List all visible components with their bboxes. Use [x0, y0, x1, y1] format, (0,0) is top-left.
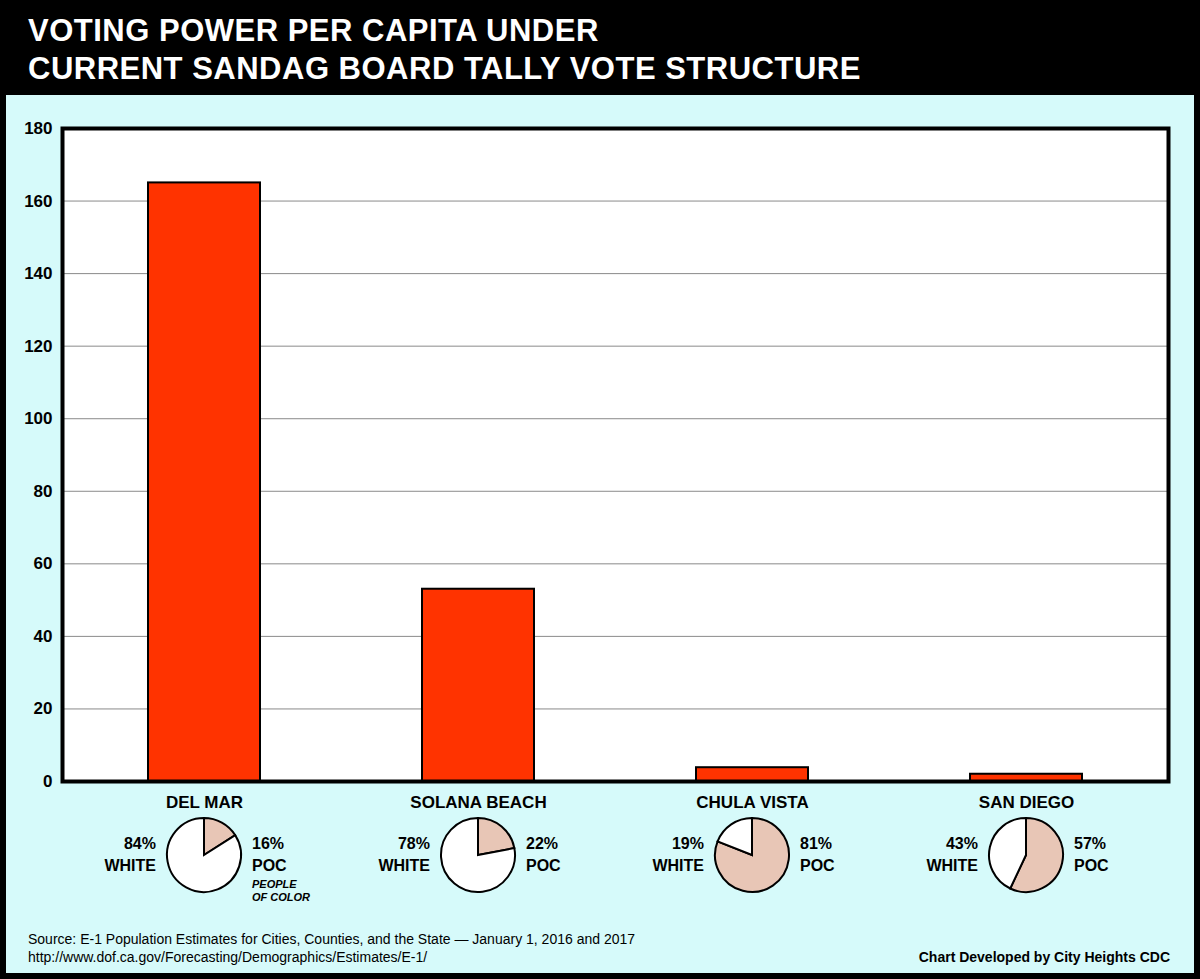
svg-text:84%: 84%	[124, 835, 156, 852]
svg-text:OF COLOR: OF COLOR	[252, 891, 310, 903]
svg-text:140: 140	[24, 264, 52, 283]
svg-text:CHULA VISTA: CHULA VISTA	[696, 793, 808, 812]
svg-text:20: 20	[34, 699, 53, 718]
svg-text:SOLANA BEACH: SOLANA BEACH	[410, 793, 546, 812]
svg-text:78%: 78%	[398, 835, 430, 852]
svg-text:WHITE: WHITE	[652, 857, 704, 874]
html-text:Chart Developed by City Height: Chart Developed by City Heights CDC	[918, 949, 1170, 965]
svg-text:100: 100	[24, 409, 52, 428]
svg-text:POC: POC	[252, 857, 287, 874]
svg-text:POC: POC	[526, 857, 561, 874]
html-text:VOTING POWER PER CAPITA UNDER: VOTING POWER PER CAPITA UNDER	[28, 13, 599, 48]
svg-text:40: 40	[34, 627, 53, 646]
svg-text:80: 80	[34, 482, 53, 501]
svg-text:81%: 81%	[800, 835, 832, 852]
html-text:CURRENT SANDAG BOARD TALLY VOT: CURRENT SANDAG BOARD TALLY VOTE STRUCTUR…	[28, 51, 861, 86]
svg-text:160: 160	[24, 191, 52, 210]
svg-text:60: 60	[34, 554, 53, 573]
svg-text:POC: POC	[800, 857, 835, 874]
svg-text:SAN DIEGO: SAN DIEGO	[979, 793, 1074, 812]
svg-text:0: 0	[43, 772, 52, 791]
html-text:http://www.dof.ca.gov/Forecast: http://www.dof.ca.gov/Forecasting/Demogr…	[28, 949, 428, 965]
svg-text:POC: POC	[1074, 857, 1109, 874]
svg-text:WHITE: WHITE	[926, 857, 978, 874]
svg-text:PEOPLE: PEOPLE	[252, 878, 297, 890]
svg-text:19%: 19%	[672, 835, 704, 852]
svg-text:22%: 22%	[526, 835, 558, 852]
svg-text:16%: 16%	[252, 835, 284, 852]
svg-text:WHITE: WHITE	[378, 857, 430, 874]
svg-text:43%: 43%	[946, 835, 978, 852]
svg-text:180: 180	[24, 119, 52, 138]
svg-text:57%: 57%	[1074, 835, 1106, 852]
svg-text:120: 120	[24, 337, 52, 356]
html-text:Source: E-1 Population Estimat: Source: E-1 Population Estimates for Cit…	[28, 931, 635, 947]
svg-text:DEL MAR: DEL MAR	[166, 793, 243, 812]
svg-text:WHITE: WHITE	[104, 857, 156, 874]
